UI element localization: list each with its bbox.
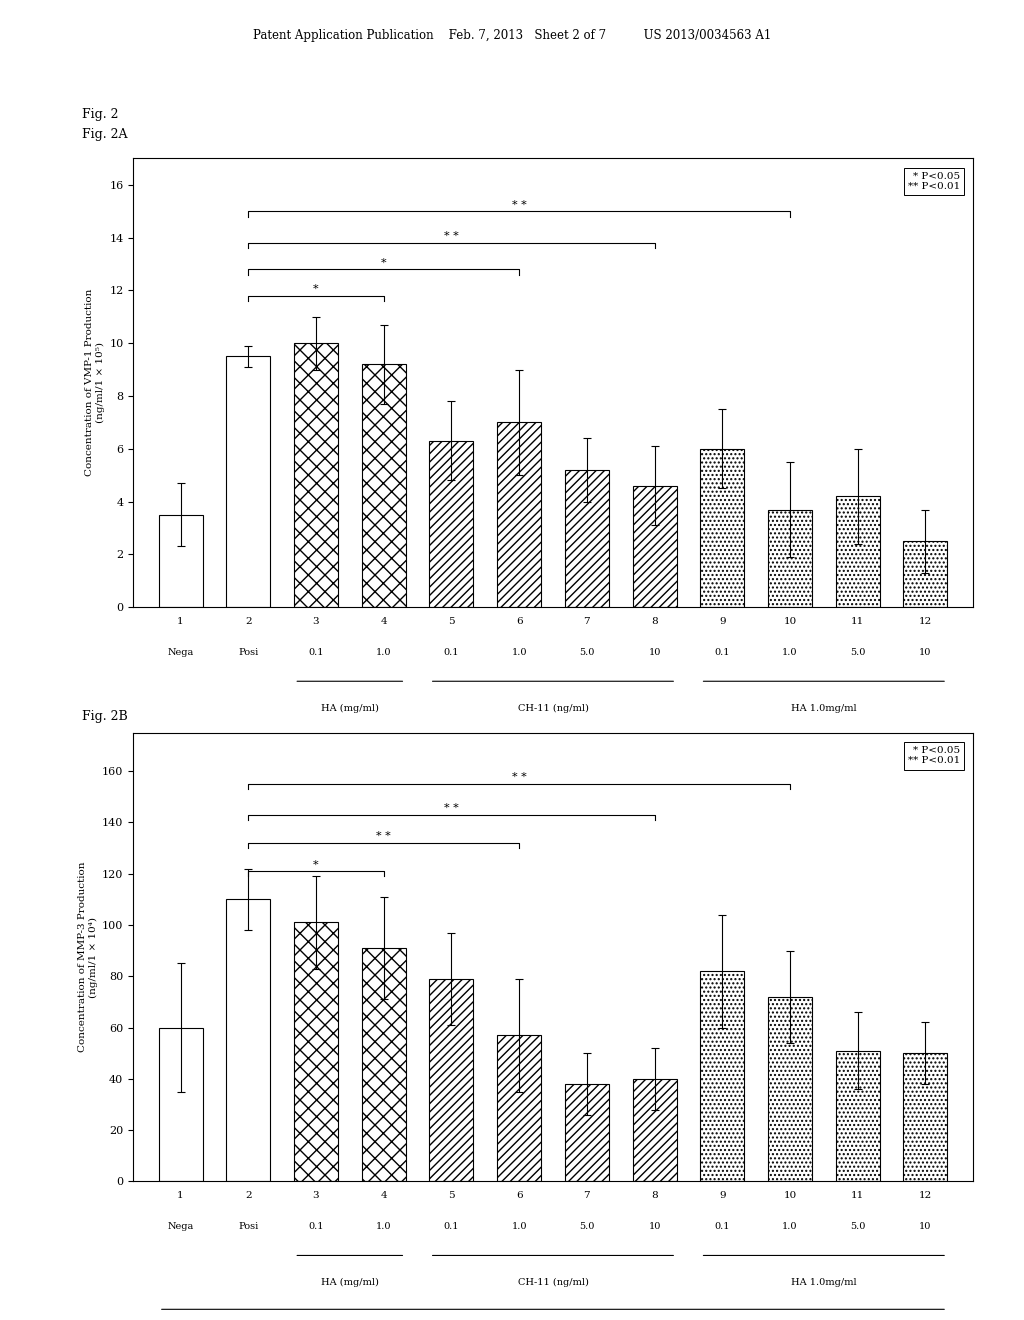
- Text: * *: * *: [444, 231, 459, 242]
- Text: CH-11 (ng/ml): CH-11 (ng/ml): [517, 1278, 589, 1287]
- Bar: [836, 1051, 880, 1181]
- Text: 1.0: 1.0: [782, 1222, 798, 1230]
- Bar: [294, 923, 338, 1181]
- Bar: [768, 510, 812, 607]
- Text: *: *: [313, 859, 318, 870]
- Text: 1.0: 1.0: [511, 648, 527, 656]
- Text: * P<0.05
** P<0.01: * P<0.05 ** P<0.01: [908, 746, 961, 766]
- Text: Nega: Nega: [167, 1222, 194, 1230]
- Text: 10: 10: [920, 1222, 932, 1230]
- Bar: [159, 515, 203, 607]
- Text: 10: 10: [648, 648, 660, 656]
- Bar: [226, 356, 270, 607]
- Text: 0.1: 0.1: [443, 648, 459, 656]
- Text: 1.0: 1.0: [782, 648, 798, 656]
- Text: 1.0: 1.0: [511, 1222, 527, 1230]
- Text: CH-11 (ng/ml): CH-11 (ng/ml): [517, 704, 589, 713]
- Text: 10: 10: [920, 648, 932, 656]
- Text: 5.0: 5.0: [580, 1222, 595, 1230]
- Bar: [429, 979, 473, 1181]
- Text: 5.0: 5.0: [850, 1222, 865, 1230]
- Text: * *: * *: [512, 772, 526, 783]
- Text: Posi: Posi: [239, 648, 258, 656]
- Bar: [361, 948, 406, 1181]
- Bar: [226, 899, 270, 1181]
- Text: * *: * *: [512, 199, 526, 210]
- Bar: [700, 972, 744, 1181]
- Y-axis label: Concentration of MMP-3 Production
(ng/ml/1 × 10⁴): Concentration of MMP-3 Production (ng/ml…: [78, 862, 98, 1052]
- Text: 0.1: 0.1: [308, 648, 324, 656]
- Bar: [497, 1035, 541, 1181]
- Bar: [768, 997, 812, 1181]
- Text: *: *: [381, 257, 386, 268]
- Text: HA 1.0mg/ml: HA 1.0mg/ml: [791, 704, 857, 713]
- Text: HA (mg/ml): HA (mg/ml): [321, 1278, 379, 1287]
- Bar: [159, 1027, 203, 1181]
- Bar: [565, 470, 609, 607]
- Bar: [700, 449, 744, 607]
- Bar: [633, 1078, 677, 1181]
- Text: Fig. 2B: Fig. 2B: [82, 710, 128, 723]
- Y-axis label: Concentration of VMP-1 Production
(ng/ml/1 × 10⁵): Concentration of VMP-1 Production (ng/ml…: [85, 289, 105, 477]
- Text: 1.0: 1.0: [376, 648, 391, 656]
- Text: Fig. 2A: Fig. 2A: [82, 128, 127, 141]
- Text: 0.1: 0.1: [715, 648, 730, 656]
- Text: 10: 10: [648, 1222, 660, 1230]
- Bar: [294, 343, 338, 607]
- Text: * *: * *: [376, 832, 391, 841]
- Text: 1.0: 1.0: [376, 1222, 391, 1230]
- Bar: [903, 1053, 947, 1181]
- Text: * *: * *: [444, 803, 459, 813]
- Text: TNF-α 10ng/ml: TNF-α 10ng/ml: [513, 746, 593, 755]
- Text: Nega: Nega: [167, 648, 194, 656]
- Text: 0.1: 0.1: [715, 1222, 730, 1230]
- Text: 0.1: 0.1: [308, 1222, 324, 1230]
- Bar: [497, 422, 541, 607]
- Text: 0.1: 0.1: [443, 1222, 459, 1230]
- Text: Posi: Posi: [239, 1222, 258, 1230]
- Text: 5.0: 5.0: [850, 648, 865, 656]
- Bar: [633, 486, 677, 607]
- Bar: [429, 441, 473, 607]
- Bar: [565, 1084, 609, 1181]
- Text: HA 1.0mg/ml: HA 1.0mg/ml: [791, 1278, 857, 1287]
- Bar: [903, 541, 947, 607]
- Text: HA (mg/ml): HA (mg/ml): [321, 704, 379, 713]
- Bar: [836, 496, 880, 607]
- Text: Patent Application Publication    Feb. 7, 2013   Sheet 2 of 7          US 2013/0: Patent Application Publication Feb. 7, 2…: [253, 29, 771, 42]
- Text: Fig. 2: Fig. 2: [82, 108, 119, 121]
- Text: *: *: [313, 284, 318, 294]
- Bar: [361, 364, 406, 607]
- Text: * P<0.05
** P<0.01: * P<0.05 ** P<0.01: [908, 172, 961, 191]
- Text: 5.0: 5.0: [580, 648, 595, 656]
